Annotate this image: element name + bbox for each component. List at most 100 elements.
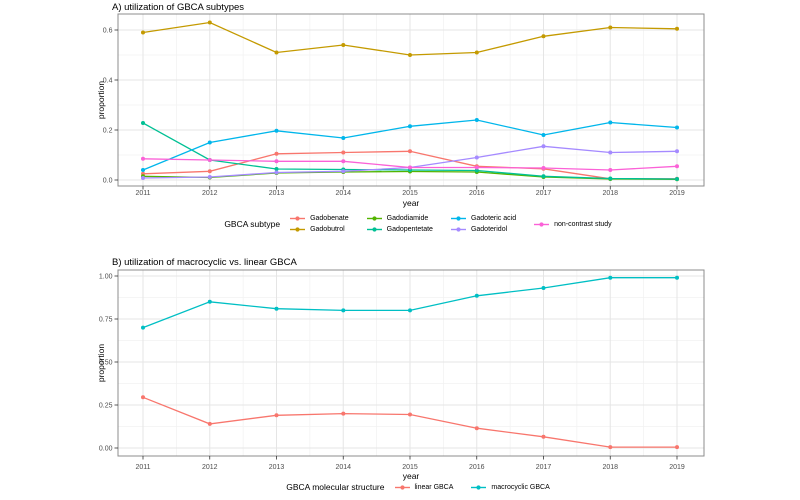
- legend-item-gadobutrol: Gadobutrol: [289, 225, 349, 234]
- data-point: [675, 275, 679, 280]
- chart-b-plot-area: 2011 2012 2013 2014 2015 2016 2017 2018 2019 0.00…: [99, 269, 705, 471]
- legend-column: non-contrast study: [533, 220, 612, 229]
- chart-a-legend: GBCA subtype Gadobenate Gadobutrol Gadodia…: [36, 214, 800, 234]
- data-point: [141, 168, 145, 172]
- y-tick-label: 0.6: [103, 28, 113, 35]
- chart-b-legend-title: GBCA molecular structure: [286, 482, 385, 492]
- legend-key-line-icon: [290, 227, 306, 232]
- legend-item-linear-gbca: linear GBCA: [394, 483, 454, 492]
- legend-key-line-icon: [450, 216, 466, 221]
- x-tick-label: 2012: [202, 464, 218, 471]
- chart-a-legend-entries: Gadobenate Gadobutrol Gadodiamide Gadopente…: [289, 214, 612, 234]
- data-point: [274, 50, 279, 55]
- legend-item-label: Gadoteric acid: [470, 215, 517, 222]
- data-point: [341, 150, 346, 155]
- data-point: [274, 151, 279, 156]
- data-point: [274, 167, 279, 171]
- legend-key-line-icon: [534, 221, 550, 227]
- data-point: [474, 426, 479, 431]
- legend-item-gadoteric-acid: Gadoteric acid: [450, 214, 516, 223]
- y-tick-label: 0.50: [99, 360, 113, 367]
- data-point: [207, 169, 212, 174]
- chart-a-x-axis-title: year: [403, 198, 420, 208]
- series-macrocyclic-gbca: [141, 275, 679, 330]
- data-point: [675, 26, 679, 31]
- data-point: [207, 299, 212, 304]
- legend-column: Gadodiamide Gadopentetate: [366, 214, 433, 234]
- x-tick-label: 2014: [335, 464, 351, 471]
- series-gadobutrol: [141, 20, 679, 57]
- data-point: [207, 421, 212, 426]
- legend-item-label: linear GBCA: [414, 483, 454, 491]
- data-point: [675, 125, 679, 130]
- x-tick-label: 2016: [469, 190, 485, 197]
- x-tick-label: 2017: [536, 190, 552, 197]
- x-tick-label: 2018: [602, 464, 618, 471]
- data-point: [141, 121, 145, 125]
- data-point: [608, 150, 613, 155]
- x-tick-label: 2015: [402, 464, 418, 471]
- legend-key-line-icon: [366, 227, 382, 232]
- data-point: [541, 144, 546, 149]
- data-point: [541, 174, 546, 179]
- legend-item-gadoteridol: Gadoteridol: [450, 225, 516, 234]
- data-point: [474, 155, 479, 160]
- legend-item-label: Gadoteridol: [470, 226, 508, 233]
- chart-a-legend-title: GBCA subtype: [224, 219, 281, 229]
- data-point: [341, 159, 346, 164]
- data-point: [675, 149, 679, 154]
- x-tick-label: 2012: [202, 190, 218, 197]
- data-point: [408, 124, 412, 129]
- data-point: [675, 445, 679, 450]
- legend-column: linear GBCA: [394, 483, 454, 492]
- y-tick-label: 0.25: [99, 403, 113, 410]
- legend-item-non-contrast-study: non-contrast study: [533, 220, 612, 229]
- data-point: [274, 159, 279, 164]
- data-point: [541, 286, 546, 290]
- x-tick-label: 2017: [536, 464, 552, 471]
- data-point: [274, 128, 279, 133]
- data-point: [274, 413, 279, 418]
- data-point: [408, 53, 412, 57]
- x-tick-label: 2019: [669, 190, 685, 197]
- data-point: [675, 177, 679, 181]
- chart-b-x-axis-title: year: [403, 471, 420, 481]
- data-point: [341, 169, 346, 174]
- x-tick-label: 2011: [135, 190, 150, 197]
- data-point: [207, 175, 212, 179]
- data-point: [408, 165, 412, 170]
- chart-b-legend: GBCA molecular structure linear GBCA macr…: [36, 482, 800, 492]
- legend-key-line-icon: [366, 216, 382, 221]
- chart-a-y-axis-title: proportion: [96, 81, 106, 120]
- y-tick-label: 0.00: [99, 446, 113, 453]
- legend-item-label: Gadodiamide: [386, 215, 429, 222]
- data-point: [274, 170, 279, 175]
- data-point: [141, 156, 145, 161]
- legend-item-label: Gadobenate: [310, 215, 349, 222]
- chart-b-title: B) utilization of macrocyclic vs. linear…: [112, 257, 297, 268]
- legend-item-macrocyclic-gbca: macrocyclic GBCA: [470, 483, 550, 492]
- data-point: [274, 306, 279, 311]
- chart-a-gbca-subtypes: A) utilization of GBCA subtypes 2011 2012…: [96, 2, 705, 208]
- x-tick-label: 2013: [269, 190, 285, 197]
- data-point: [541, 34, 546, 39]
- legend-column: Gadoteric acid Gadoteridol: [450, 214, 516, 234]
- legend-key-line-icon: [471, 484, 487, 490]
- x-tick-label: 2019: [669, 464, 685, 471]
- legend-key-line-icon: [394, 484, 410, 490]
- chart-a-title: A) utilization of GBCA subtypes: [112, 2, 244, 13]
- legend-key-line-icon: [290, 216, 306, 221]
- data-point: [608, 176, 613, 181]
- data-point: [474, 118, 479, 122]
- data-point: [341, 411, 346, 416]
- legend-item-label: macrocyclic GBCA: [491, 483, 550, 491]
- y-tick-label: 1.00: [99, 274, 113, 281]
- y-tick-label: 0.75: [99, 317, 113, 324]
- x-tick-label: 2011: [135, 464, 150, 471]
- legend-item-gadopentetate: Gadopentetate: [366, 225, 433, 234]
- data-point: [608, 168, 613, 172]
- chart-a-plot-area: 2011 2012 2013 2014 2015 2016 2017 2018 2019 0.0 0…: [103, 13, 705, 197]
- chart-b-macrocyclic-vs-linear: B) utilization of macrocyclic vs. linear…: [96, 257, 705, 481]
- data-point: [207, 158, 212, 162]
- x-tick-label: 2015: [402, 190, 418, 197]
